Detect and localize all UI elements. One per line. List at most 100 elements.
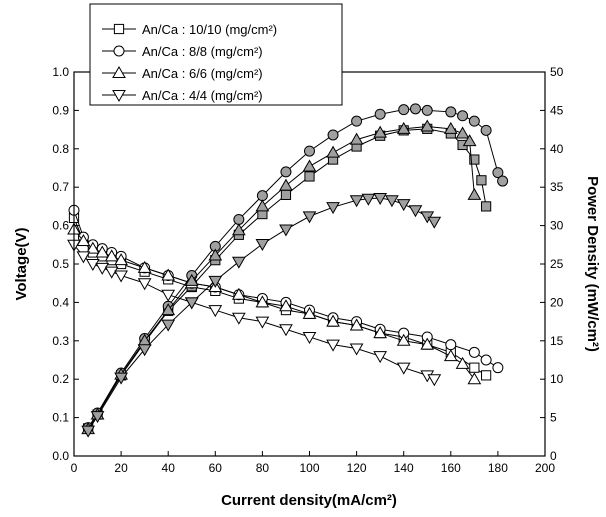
- power-point: [90, 411, 105, 424]
- y-right-tick-label-3: 15: [550, 334, 564, 348]
- power-point: [302, 159, 317, 172]
- power-point: [398, 104, 410, 116]
- voltage-point: [480, 354, 492, 366]
- y-left-axis-title: Voltage(V): [13, 227, 30, 300]
- power-point: [184, 273, 199, 286]
- power-point: [468, 115, 480, 127]
- y-right-tick-label-1: 5: [550, 411, 557, 425]
- power-point: [302, 211, 317, 224]
- power-line-3: [87, 197, 435, 431]
- legend-item-1: An/Ca : 8/8 (mg/cm²): [102, 44, 263, 59]
- power-point: [349, 195, 364, 208]
- x-axis-title: Current density(mA/cm²): [221, 492, 397, 509]
- y-left-tick-label-0: 0.0: [52, 449, 69, 463]
- power-point: [445, 106, 457, 118]
- voltage-point: [114, 270, 128, 283]
- power-point: [256, 190, 268, 202]
- voltage-point: [467, 372, 482, 385]
- voltage-point: [420, 337, 435, 350]
- series-3: [67, 192, 442, 438]
- power-point: [361, 193, 376, 206]
- y-right-axis-title: Power Density (mW/cm²): [584, 176, 601, 352]
- power-point: [326, 145, 340, 158]
- legend-item-0: An/Ca : 10/10 (mg/cm²): [102, 22, 277, 37]
- y-right-tick-label-8: 40: [550, 142, 564, 156]
- power-point: [480, 124, 492, 136]
- power-point: [208, 275, 223, 288]
- voltage-point: [231, 287, 246, 300]
- voltage-point: [161, 289, 176, 302]
- voltage-point: [279, 299, 293, 312]
- voltage-point: [455, 356, 470, 369]
- power-point: [373, 192, 388, 205]
- power-line-2: [87, 126, 475, 430]
- y-left-tick-label-10: 1.0: [52, 65, 69, 79]
- x-tick-label-8: 160: [441, 461, 461, 475]
- voltage-point: [137, 278, 152, 291]
- voltage-point: [255, 295, 270, 308]
- power-point: [420, 119, 435, 132]
- power-point: [114, 372, 128, 385]
- legend-marker-circle: [113, 45, 125, 57]
- legend-label: An/Ca : 10/10 (mg/cm²): [142, 22, 277, 37]
- voltage-point: [445, 339, 457, 351]
- voltage-point: [349, 343, 364, 356]
- power-point: [421, 104, 433, 116]
- power-point: [280, 166, 292, 178]
- legend-item-3: An/Ca : 4/4 (mg/cm²): [102, 88, 263, 103]
- power-point: [81, 425, 95, 438]
- power-point: [373, 125, 388, 138]
- y-left-tick-label-3: 0.3: [52, 334, 69, 348]
- voltage-point: [326, 314, 340, 327]
- voltage-point: [85, 241, 100, 254]
- series-0: [68, 123, 492, 434]
- voltage-point: [137, 260, 152, 273]
- y-left-tick-label-5: 0.5: [52, 257, 69, 271]
- voltage-point: [104, 266, 119, 279]
- legend-items: An/Ca : 10/10 (mg/cm²) An/Ca : 8/8 (mg/cm…: [102, 22, 277, 103]
- voltage-point: [302, 331, 317, 344]
- voltage-point: [349, 318, 364, 331]
- voltage-point: [302, 306, 317, 319]
- voltage-point: [279, 324, 293, 337]
- power-point: [184, 297, 199, 310]
- voltage-point: [427, 374, 442, 387]
- legend-label: An/Ca : 6/6 (mg/cm²): [142, 66, 263, 81]
- power-point: [462, 134, 477, 147]
- y-left-tick-label-8: 0.8: [52, 142, 69, 156]
- y-right-tick-label-4: 20: [550, 295, 564, 309]
- power-point: [161, 319, 176, 332]
- voltage-point: [326, 339, 340, 352]
- power-point: [304, 145, 315, 157]
- power-point: [161, 303, 176, 316]
- data-marks: [67, 103, 509, 438]
- x-tick-label-6: 120: [347, 461, 367, 475]
- power-point: [231, 223, 246, 236]
- voltage-point: [373, 326, 388, 339]
- power-point: [280, 189, 292, 200]
- x-tick-label-10: 200: [535, 461, 555, 475]
- power-point: [469, 154, 480, 165]
- x-tick-label-0: 0: [71, 461, 78, 475]
- voltage-point: [76, 251, 91, 264]
- power-point: [255, 199, 270, 212]
- y-right-tick-label-7: 35: [550, 180, 564, 194]
- voltage-point: [85, 259, 100, 272]
- x-tick-label-4: 80: [256, 461, 270, 475]
- voltage-point: [114, 253, 128, 266]
- power-point: [443, 121, 458, 134]
- voltage-point: [481, 370, 492, 381]
- legend-item-2: An/Ca : 6/6 (mg/cm²): [102, 65, 263, 81]
- power-point: [385, 195, 399, 208]
- voltage-point: [208, 305, 223, 318]
- legend-marker-triangle-down: [112, 90, 126, 103]
- axis-ticks: 0 20 40 60 80 100 120 140 160 180 2000.00.10.20.30…: [52, 65, 563, 475]
- voltage-point: [373, 351, 388, 364]
- y-right-tick-label-10: 50: [550, 65, 564, 79]
- voltage-point: [95, 262, 110, 275]
- power-point: [497, 175, 509, 187]
- voltage-point: [396, 362, 411, 375]
- power-point: [351, 115, 363, 127]
- x-tick-label-3: 60: [209, 461, 223, 475]
- voltage-point: [396, 333, 411, 346]
